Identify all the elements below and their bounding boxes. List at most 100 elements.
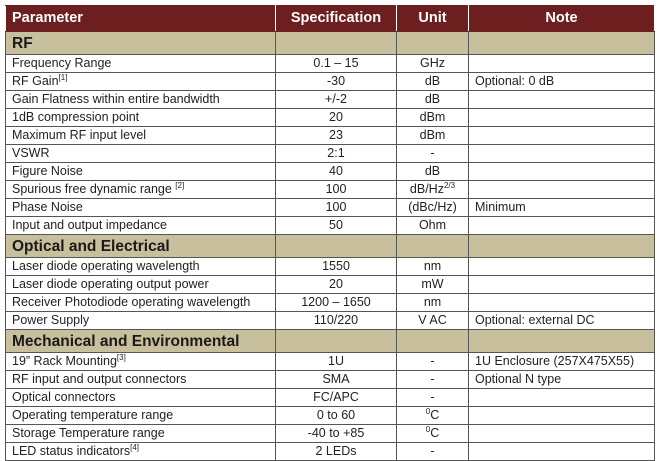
- parameter-text: Power Supply: [12, 313, 90, 327]
- unit-text: dB/Hz: [409, 182, 444, 196]
- header-row: Parameter Specification Unit Note: [5, 5, 655, 32]
- note-cell: [468, 108, 655, 127]
- parameter-text: Optical connectors: [12, 390, 116, 404]
- table-row: LED status indicators[4] 2 LEDs -: [5, 442, 655, 461]
- parameter-cell: RF input and output connectors: [5, 370, 276, 389]
- table-row: Storage Temperature range -40 to +85 0C: [5, 424, 655, 443]
- note-cell: [468, 388, 655, 407]
- unit-text: GHz: [420, 56, 445, 70]
- unit-text: dB: [424, 164, 441, 178]
- specification-cell: 20: [275, 108, 397, 127]
- specification-cell: 1550: [275, 257, 397, 276]
- unit-cell: -: [396, 144, 469, 163]
- header-unit: Unit: [396, 5, 469, 32]
- parameter-cell: Laser diode operating wavelength: [5, 257, 276, 276]
- parameter-cell: Phase Noise: [5, 198, 276, 217]
- parameter-text: VSWR: [12, 146, 50, 160]
- unit-cell: 0C: [396, 424, 469, 443]
- unit-text: -: [430, 390, 435, 404]
- parameter-text: 1dB compression point: [12, 110, 140, 124]
- section-empty-cell: [396, 31, 469, 55]
- specification-cell: -40 to +85: [275, 424, 397, 443]
- footnote-ref: [3]: [116, 352, 126, 362]
- parameter-cell: Laser diode operating output power: [5, 275, 276, 294]
- unit-cell: (dBc/Hz): [396, 198, 469, 217]
- parameter-text: Storage Temperature range: [12, 426, 165, 440]
- parameter-text: Figure Noise: [12, 164, 83, 178]
- degree-mark: 0: [425, 406, 431, 416]
- unit-exponent: 2/3: [443, 180, 456, 190]
- section-empty-cell: [275, 234, 397, 258]
- parameter-cell: LED status indicators[4]: [5, 442, 276, 461]
- unit-text: dB: [424, 92, 441, 106]
- note-cell: [468, 54, 655, 73]
- specification-cell: 1200 – 1650: [275, 293, 397, 312]
- note-cell: [468, 216, 655, 235]
- parameter-cell: VSWR: [5, 144, 276, 163]
- section-title: Optical and Electrical: [5, 234, 276, 258]
- table-row: 19” Rack Mounting[3] 1U -1U Enclosure (257…: [5, 352, 655, 371]
- unit-text: nm: [423, 295, 442, 309]
- degree-mark: 0: [425, 424, 431, 434]
- unit-cell: dB: [396, 72, 469, 91]
- note-cell: [468, 257, 655, 276]
- unit-text: mW: [421, 277, 444, 291]
- table-row: Optical connectors FC/APC -: [5, 388, 655, 407]
- unit-cell: dB: [396, 90, 469, 109]
- unit-text: dBm: [419, 128, 446, 142]
- parameter-text: RF input and output connectors: [12, 372, 187, 386]
- section-row: Optical and Electrical: [5, 234, 655, 258]
- specification-cell: 20: [275, 275, 397, 294]
- specification-cell: 0 to 60: [275, 406, 397, 425]
- specification-cell: 50: [275, 216, 397, 235]
- header-parameter: Parameter: [5, 5, 276, 32]
- table-row: Phase Noise 100 (dBc/Hz) Minimum: [5, 198, 655, 217]
- unit-text: -: [430, 372, 435, 386]
- parameter-cell: Operating temperature range: [5, 406, 276, 425]
- specification-cell: FC/APC: [275, 388, 397, 407]
- note-cell: [468, 144, 655, 163]
- unit-text: V AC: [418, 313, 447, 327]
- note-cell: [468, 162, 655, 181]
- parameter-text: Frequency Range: [12, 56, 112, 70]
- note-cell: Optional: external DC: [468, 311, 655, 330]
- parameter-text: LED status indicators: [12, 444, 131, 458]
- specification-cell: 40: [275, 162, 397, 181]
- parameter-text: Operating temperature range: [12, 408, 174, 422]
- parameter-cell: Gain Flatness within entire bandwidth: [5, 90, 276, 109]
- unit-text: nm: [423, 259, 442, 273]
- note-cell: [468, 126, 655, 145]
- footnote-ref: [2]: [175, 180, 185, 190]
- section-empty-cell: [275, 329, 397, 353]
- table-row: Receiver Photodiode operating wavelength…: [5, 293, 655, 312]
- section-empty-cell: [468, 234, 655, 258]
- table-row: Input and output impedance 50 Ohm: [5, 216, 655, 235]
- section-empty-cell: [396, 234, 469, 258]
- parameter-text: RF Gain: [12, 74, 59, 88]
- parameter-cell: Optical connectors: [5, 388, 276, 407]
- unit-text: (dBc/Hz): [408, 200, 457, 214]
- specification-cell: +/-2: [275, 90, 397, 109]
- section-empty-cell: [468, 31, 655, 55]
- specification-cell: 23: [275, 126, 397, 145]
- unit-text: -: [430, 146, 435, 160]
- section-empty-cell: [468, 329, 655, 353]
- unit-cell: -: [396, 352, 469, 371]
- unit-cell: dBm: [396, 126, 469, 145]
- footnote-ref: [4]: [130, 442, 140, 452]
- parameter-cell: Power Supply: [5, 311, 276, 330]
- unit-text: C: [430, 426, 440, 440]
- note-cell: Optional: 0 dB: [468, 72, 655, 91]
- parameter-cell: Spurious free dynamic range [2]: [5, 180, 276, 199]
- table-row: Spurious free dynamic range [2] 100 dB/Hz2…: [5, 180, 655, 199]
- footnote-ref: [1]: [58, 72, 68, 82]
- specification-cell: 1U: [275, 352, 397, 371]
- table-row: 1dB compression point 20 dBm: [5, 108, 655, 127]
- specification-cell: 100: [275, 198, 397, 217]
- table-row: Operating temperature range 0 to 60 0C: [5, 406, 655, 425]
- unit-text: -: [430, 354, 435, 368]
- specification-cell: 100: [275, 180, 397, 199]
- unit-cell: nm: [396, 257, 469, 276]
- parameter-text: Laser diode operating output power: [12, 277, 209, 291]
- parameter-text: Gain Flatness within entire bandwidth: [12, 92, 220, 106]
